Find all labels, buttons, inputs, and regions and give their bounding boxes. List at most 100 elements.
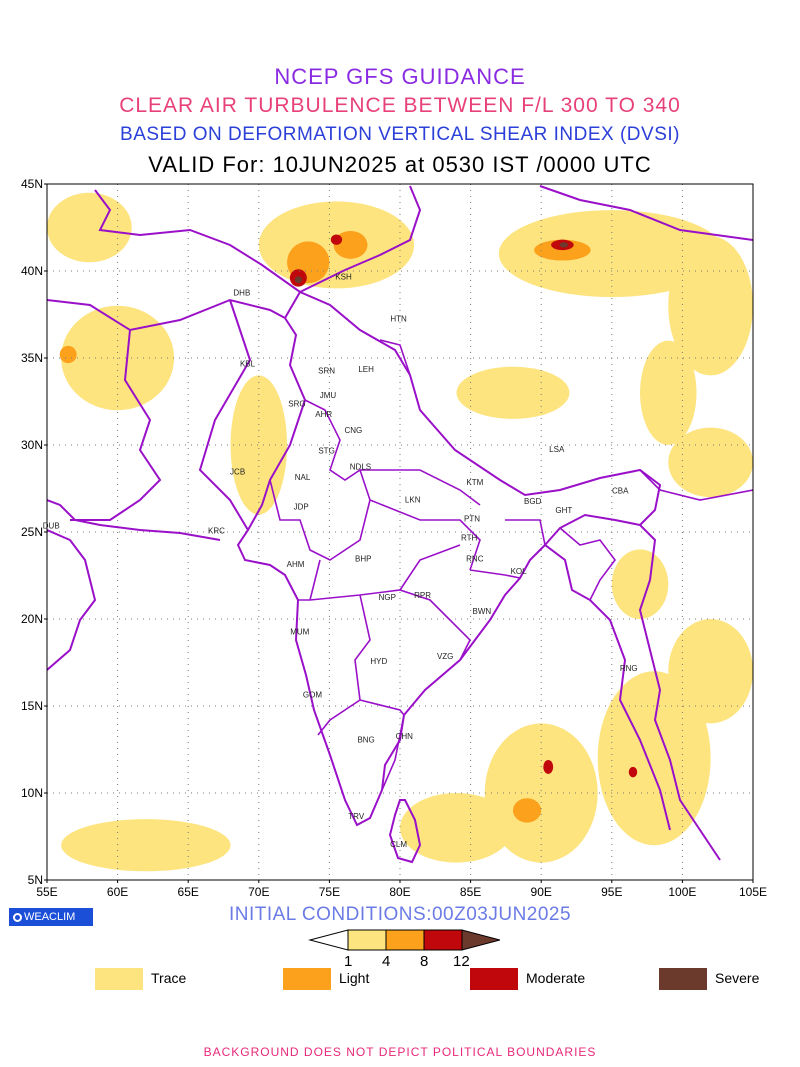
turbulence-area-trace (611, 549, 669, 619)
lat-tick-label: 10N (21, 786, 43, 800)
colorbar-label-12: 12 (453, 953, 470, 970)
station-label: AHM (287, 560, 305, 569)
legend-swatch (470, 968, 518, 990)
india-outline (236, 291, 671, 831)
lon-tick-label: 65E (178, 885, 199, 899)
valid-time: VALID For: 10JUN2025 at 0530 IST /0000 U… (148, 152, 652, 177)
station-label: RTH (461, 534, 478, 543)
station-label: RNG (620, 664, 638, 673)
turbulence-layer (47, 192, 753, 872)
station-label: MUM (290, 628, 309, 637)
myanmar-coast (638, 524, 721, 861)
lon-tick-label: 55E (36, 885, 57, 899)
colorbar (308, 929, 500, 951)
lon-tick-label: 90E (531, 885, 552, 899)
station-label: HYD (370, 657, 387, 666)
lat-tick-label: 35N (21, 351, 43, 365)
turbulence-area-moderate (330, 234, 343, 245)
station-label: DHB (233, 288, 250, 297)
lon-tick-label: 70E (248, 885, 269, 899)
footer-disclaimer: BACKGROUND DOES NOT DEPICT POLITICAL BOU… (203, 1045, 597, 1059)
station-label: SRG (288, 400, 305, 409)
colorbar-light (385, 929, 425, 951)
station-label: NAL (295, 473, 311, 482)
legend-label: Moderate (526, 970, 586, 986)
lon-tick-label: 80E (389, 885, 410, 899)
lat-tick-label: 40N (21, 264, 43, 278)
turbulence-area-trace (597, 671, 711, 846)
station-label: KBL (240, 360, 256, 369)
station-label: AHR (315, 410, 332, 419)
lon-tick-label: 95E (601, 885, 622, 899)
lon-tick-label: 75E (319, 885, 340, 899)
legend-label: Severe (715, 970, 760, 986)
station-label: DUB (43, 522, 60, 531)
himalaya-border (299, 291, 662, 546)
legend-swatch (283, 968, 331, 990)
station-label: CHN (396, 732, 414, 741)
lat-tick-label: 5N (28, 873, 43, 887)
srilanka-outline (388, 799, 422, 864)
station-label: GOM (303, 690, 322, 699)
turbulence-area-trace (47, 192, 132, 263)
turbulence-area-light (59, 345, 77, 364)
station-label: RPR (414, 591, 431, 600)
colorbar-severe-arrow (461, 929, 500, 951)
station-label: BNG (357, 736, 374, 745)
station-label: BWN (473, 607, 492, 616)
turbulence-area-light (534, 239, 591, 261)
station-label: KTM (466, 478, 483, 487)
colorbar-moderate (423, 929, 463, 951)
station-label: JCB (230, 468, 245, 477)
station-label: CBA (612, 487, 629, 496)
china-interior-border (379, 339, 753, 501)
turbulence-area-trace (668, 619, 753, 724)
station-label: LSA (549, 445, 565, 454)
station-label: KRC (208, 527, 225, 536)
title-line-3: BASED ON DEFORMATION VERTICAL SHEAR INDE… (120, 124, 680, 145)
colorbar-label-4: 4 (382, 953, 391, 970)
title-line-1: NCEP GFS GUIDANCE (274, 64, 526, 89)
turbulence-area-trace (230, 375, 288, 515)
turbulence-area-light (333, 230, 368, 259)
logo-label: WEACLIM (24, 911, 76, 923)
lon-tick-label: 85E (460, 885, 481, 899)
initial-conditions: INITIAL CONDITIONS:00Z03JUN2025 (228, 904, 572, 925)
state-boundaries (269, 399, 616, 791)
station-label: LKN (405, 495, 421, 504)
turbulence-area-severe (294, 276, 302, 284)
legend-label: Trace (151, 970, 187, 986)
lat-tick-label: 15N (21, 699, 43, 713)
station-label: JDP (294, 502, 309, 511)
turbulence-area-trace (61, 819, 231, 872)
station-label: SRN (318, 367, 335, 376)
legend-swatch (659, 968, 707, 990)
station-label: CNG (345, 426, 363, 435)
station-label: KSH (335, 273, 352, 282)
turbulence-area-light (512, 798, 542, 823)
gulf-coast (47, 499, 221, 671)
boundary-lines (47, 185, 753, 864)
station-label: GHT (555, 506, 572, 515)
station-label: RNC (466, 555, 484, 564)
colorbar-label-8: 8 (420, 953, 429, 970)
turbulence-area-trace (640, 340, 697, 445)
pakistan-afghan-border (47, 298, 286, 531)
lat-lon-grid (47, 184, 753, 880)
colorbar-label-1: 1 (344, 953, 353, 970)
lon-tick-label: 105E (739, 885, 767, 899)
station-label: STG (318, 447, 334, 456)
lat-tick-label: 30N (21, 438, 43, 452)
station-label: LEH (358, 365, 374, 374)
lat-tick-label: 25N (21, 525, 43, 539)
lon-tick-label: 60E (107, 885, 128, 899)
central-asia-border (94, 185, 753, 294)
weaclim-logo: WEACLIM (9, 908, 93, 926)
turbulence-area-trace (456, 366, 570, 419)
legend-swatch (95, 968, 143, 990)
colorbar-trace (347, 929, 387, 951)
lat-tick-label: 45N (21, 177, 43, 191)
turbulence-area-severe (559, 242, 569, 248)
